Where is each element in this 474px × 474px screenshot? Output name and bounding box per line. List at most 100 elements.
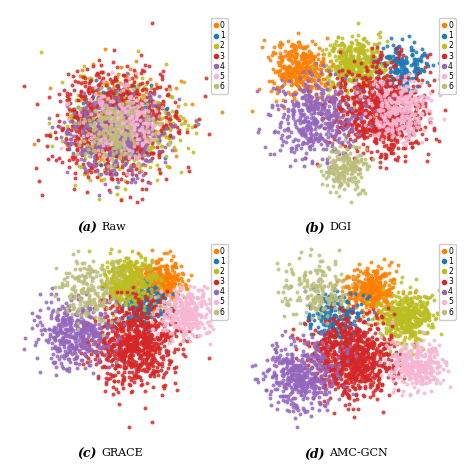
Point <box>396 312 404 319</box>
Point <box>160 322 168 329</box>
Point <box>84 101 92 109</box>
Point <box>143 290 150 298</box>
Point <box>341 357 349 365</box>
Point <box>300 43 307 51</box>
Point <box>365 73 373 81</box>
Point <box>102 109 110 116</box>
Point <box>381 271 389 279</box>
Point <box>124 102 131 109</box>
Point <box>368 277 375 285</box>
Point <box>97 117 105 125</box>
Point <box>416 321 423 328</box>
Point <box>89 115 97 122</box>
Point <box>120 263 128 270</box>
Point <box>163 275 171 283</box>
Point <box>182 306 190 314</box>
Point <box>386 118 393 126</box>
Point <box>126 118 133 126</box>
Point <box>178 269 185 276</box>
Point <box>406 312 413 319</box>
Point <box>379 126 386 133</box>
Point <box>286 390 294 398</box>
Point <box>410 369 417 376</box>
Point <box>106 84 113 92</box>
Point <box>191 302 199 310</box>
Point <box>58 281 66 288</box>
Point <box>90 124 97 131</box>
Point <box>333 136 341 144</box>
Point <box>51 335 58 342</box>
Point <box>147 313 155 321</box>
Point <box>387 90 395 98</box>
Point <box>299 51 306 58</box>
Point <box>400 108 407 115</box>
Point <box>254 375 261 383</box>
Point <box>185 311 192 319</box>
Point <box>107 103 115 111</box>
Point <box>323 342 331 349</box>
Point <box>403 80 411 88</box>
Point <box>155 279 162 286</box>
Point <box>82 130 90 137</box>
Point <box>177 284 184 292</box>
Point <box>97 118 104 125</box>
Point <box>105 89 113 96</box>
Point <box>346 360 354 368</box>
Point <box>98 114 105 121</box>
Point <box>358 359 365 367</box>
Point <box>387 98 395 105</box>
Point <box>415 328 423 336</box>
Point <box>66 333 73 341</box>
Point <box>330 44 337 52</box>
Point <box>410 362 417 370</box>
Point <box>320 330 328 338</box>
Point <box>331 70 338 77</box>
Point <box>91 137 99 144</box>
Point <box>119 118 127 126</box>
Point <box>393 67 401 75</box>
Point <box>375 357 383 365</box>
Point <box>144 107 152 114</box>
Point <box>400 289 407 296</box>
Point <box>84 324 92 332</box>
Point <box>399 354 406 361</box>
Point <box>325 367 333 374</box>
Point <box>82 352 90 359</box>
Point <box>273 89 281 97</box>
Point <box>112 286 120 293</box>
Point <box>348 125 356 132</box>
Point <box>103 341 110 348</box>
Point <box>389 117 397 125</box>
Point <box>415 98 422 106</box>
Point <box>360 328 368 336</box>
Point <box>73 146 81 153</box>
Point <box>82 111 89 119</box>
Point <box>428 346 436 354</box>
Point <box>140 291 147 298</box>
Point <box>298 387 306 394</box>
Point <box>408 118 416 126</box>
Point <box>64 308 71 315</box>
Point <box>321 363 329 371</box>
Point <box>394 326 401 333</box>
Point <box>121 123 128 130</box>
Point <box>135 269 142 277</box>
Point <box>160 374 167 381</box>
Point <box>119 267 127 274</box>
Point <box>187 313 194 320</box>
Point <box>206 300 213 307</box>
Point <box>362 300 370 307</box>
Point <box>393 107 401 115</box>
Point <box>155 274 163 282</box>
Point <box>303 350 311 358</box>
Point <box>283 359 291 366</box>
Point <box>395 48 403 55</box>
Point <box>283 365 290 372</box>
Point <box>113 126 121 134</box>
Point <box>124 130 131 138</box>
Point <box>112 156 120 164</box>
Point <box>389 323 396 330</box>
Point <box>396 125 403 132</box>
Point <box>87 77 94 84</box>
Point <box>86 124 93 131</box>
